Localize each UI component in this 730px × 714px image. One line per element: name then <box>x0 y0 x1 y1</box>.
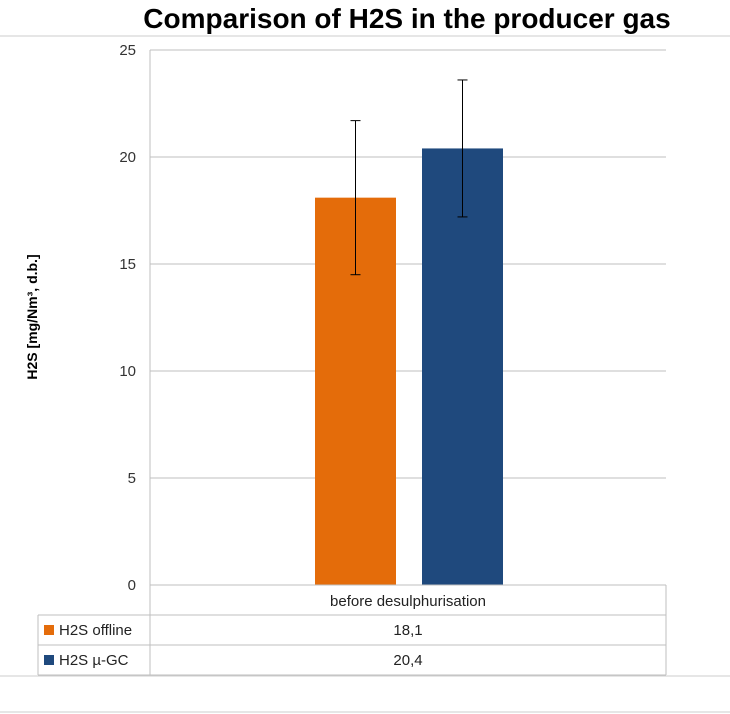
y-tick-label: 10 <box>119 363 136 380</box>
y-axis-label: H2S [mg/Nm³, d.b.] <box>24 254 40 379</box>
error-bar <box>457 79 468 218</box>
chart-title: Comparison of H2S in the producer gas <box>143 3 670 34</box>
bars <box>315 148 503 585</box>
y-tick-labels: 0 5 10 15 20 25 <box>119 42 136 594</box>
legend-entry: H2S µ-GC <box>59 652 129 669</box>
y-tick-label: 25 <box>119 42 136 59</box>
error-bar <box>350 120 361 276</box>
error-bars <box>350 79 468 276</box>
data-table: before desulphurisation H2S offline 18,1 H… <box>37 584 667 676</box>
gridlines <box>149 49 666 586</box>
y-tick-label: 5 <box>128 470 136 487</box>
legend-swatch <box>44 655 54 665</box>
data-label: 18,1 <box>393 622 422 639</box>
y-tick-label: 0 <box>128 577 136 594</box>
y-tick-label: 15 <box>119 256 136 273</box>
y-tick-label: 20 <box>119 149 136 166</box>
legend-entry: H2S offline <box>59 622 132 639</box>
data-label: 20,4 <box>393 652 422 669</box>
bar-h2s-mu-gc <box>422 148 503 585</box>
legend-swatch <box>44 625 54 635</box>
category-label: before desulphurisation <box>330 593 486 610</box>
